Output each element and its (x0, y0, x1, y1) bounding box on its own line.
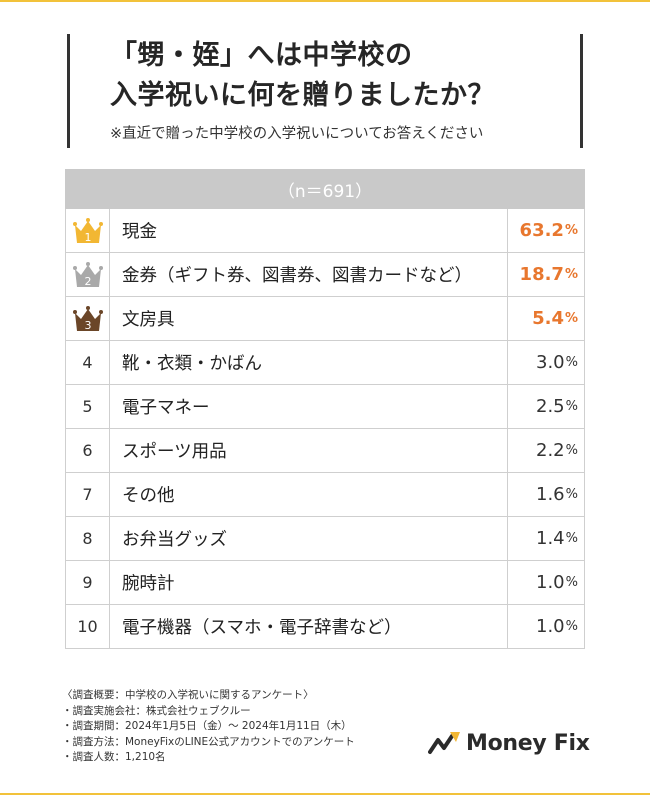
rank-cell: 8 (66, 517, 110, 560)
row-value: 2.5% (536, 396, 578, 417)
row-value: 1.0% (536, 616, 578, 637)
table-row: 10 電子機器（スマホ・電子辞書など） 1.0% (65, 605, 585, 649)
survey-note: 〈調査概要：中学校の入学祝いに関するアンケート〉 (62, 689, 314, 701)
survey-note: ・調査実施会社：株式会社ウェブクルー (62, 704, 251, 717)
table-row: 1 現金 63.2% (65, 209, 585, 253)
row-label: 腕時計 (110, 561, 508, 604)
row-label: 現金 (110, 209, 508, 252)
survey-notes: 〈調査概要：中学校の入学祝いに関するアンケート〉 ・調査実施会社：株式会社ウェブ… (62, 688, 355, 766)
row-label: スポーツ用品 (110, 429, 508, 472)
row-value: 2.2% (536, 440, 578, 461)
row-value: 5.4% (532, 308, 578, 329)
title-line-2: 入学祝いに何を贈りましたか？ (110, 80, 495, 111)
row-value: 18.7% (519, 264, 578, 285)
row-label: 文房具 (110, 297, 508, 340)
svg-text:1: 1 (84, 231, 91, 244)
rank-cell: 4 (66, 341, 110, 384)
row-value: 1.0% (536, 572, 578, 593)
title-line-1: 「甥・姪」へは中学校の (110, 40, 413, 71)
row-label: その他 (110, 473, 508, 516)
table-header: （n＝691） (65, 169, 585, 209)
row-label: お弁当グッズ (110, 517, 508, 560)
ranking-table: （n＝691） 1 現金 63.2% 2 金券（ギフト券、図書券、図書カードなど… (65, 169, 585, 649)
row-value: 1.4% (536, 528, 578, 549)
bronze-crown-icon: 3 (72, 305, 103, 332)
money-fix-logo: Money Fix (428, 730, 590, 756)
row-label: 靴・衣類・かばん (110, 341, 508, 384)
table-row: 3 文房具 5.4% (65, 297, 585, 341)
rank-cell: 1 (66, 209, 110, 252)
row-label: 金券（ギフト券、図書券、図書カードなど） (110, 253, 508, 296)
logo-text: Money Fix (466, 730, 590, 756)
title-bracket-right (580, 34, 583, 148)
subtitle: ※直近で贈った中学校の入学祝いについてお答えください (110, 126, 484, 142)
bottom-border (0, 793, 650, 795)
row-value: 1.6% (536, 484, 578, 505)
table-row: 8 お弁当グッズ 1.4% (65, 517, 585, 561)
survey-note: ・調査人数：1,210名 (62, 751, 166, 763)
row-label: 電子機器（スマホ・電子辞書など） (110, 605, 508, 648)
rank-cell: 6 (66, 429, 110, 472)
chart-arrow-icon (428, 732, 460, 754)
table-row: 7 その他 1.6% (65, 473, 585, 517)
row-value: 63.2% (519, 220, 578, 241)
title-bracket-left (67, 34, 70, 148)
page-title: 「甥・姪」へは中学校の 入学祝いに何を贈りましたか？ (110, 36, 550, 116)
rank-cell: 7 (66, 473, 110, 516)
survey-note: ・調査期間：2024年1月5日（金）～ 2024年1月11日（木） (62, 720, 352, 732)
rank-cell: 5 (66, 385, 110, 428)
rank-cell: 9 (66, 561, 110, 604)
silver-crown-icon: 2 (72, 261, 103, 288)
table-row: 2 金券（ギフト券、図書券、図書カードなど） 18.7% (65, 253, 585, 297)
table-row: 9 腕時計 1.0% (65, 561, 585, 605)
survey-note: ・調査方法：MoneyFixのLINE公式アカウントでのアンケート (62, 735, 355, 748)
table-row: 6 スポーツ用品 2.2% (65, 429, 585, 473)
svg-text:2: 2 (84, 275, 91, 288)
row-value: 3.0% (536, 352, 578, 373)
rank-cell: 2 (66, 253, 110, 296)
row-label: 電子マネー (110, 385, 508, 428)
table-row: 4 靴・衣類・かばん 3.0% (65, 341, 585, 385)
svg-text:3: 3 (84, 319, 91, 332)
top-border (0, 0, 650, 2)
table-row: 5 電子マネー 2.5% (65, 385, 585, 429)
rank-cell: 10 (66, 605, 110, 648)
gold-crown-icon: 1 (72, 217, 103, 244)
rank-cell: 3 (66, 297, 110, 340)
